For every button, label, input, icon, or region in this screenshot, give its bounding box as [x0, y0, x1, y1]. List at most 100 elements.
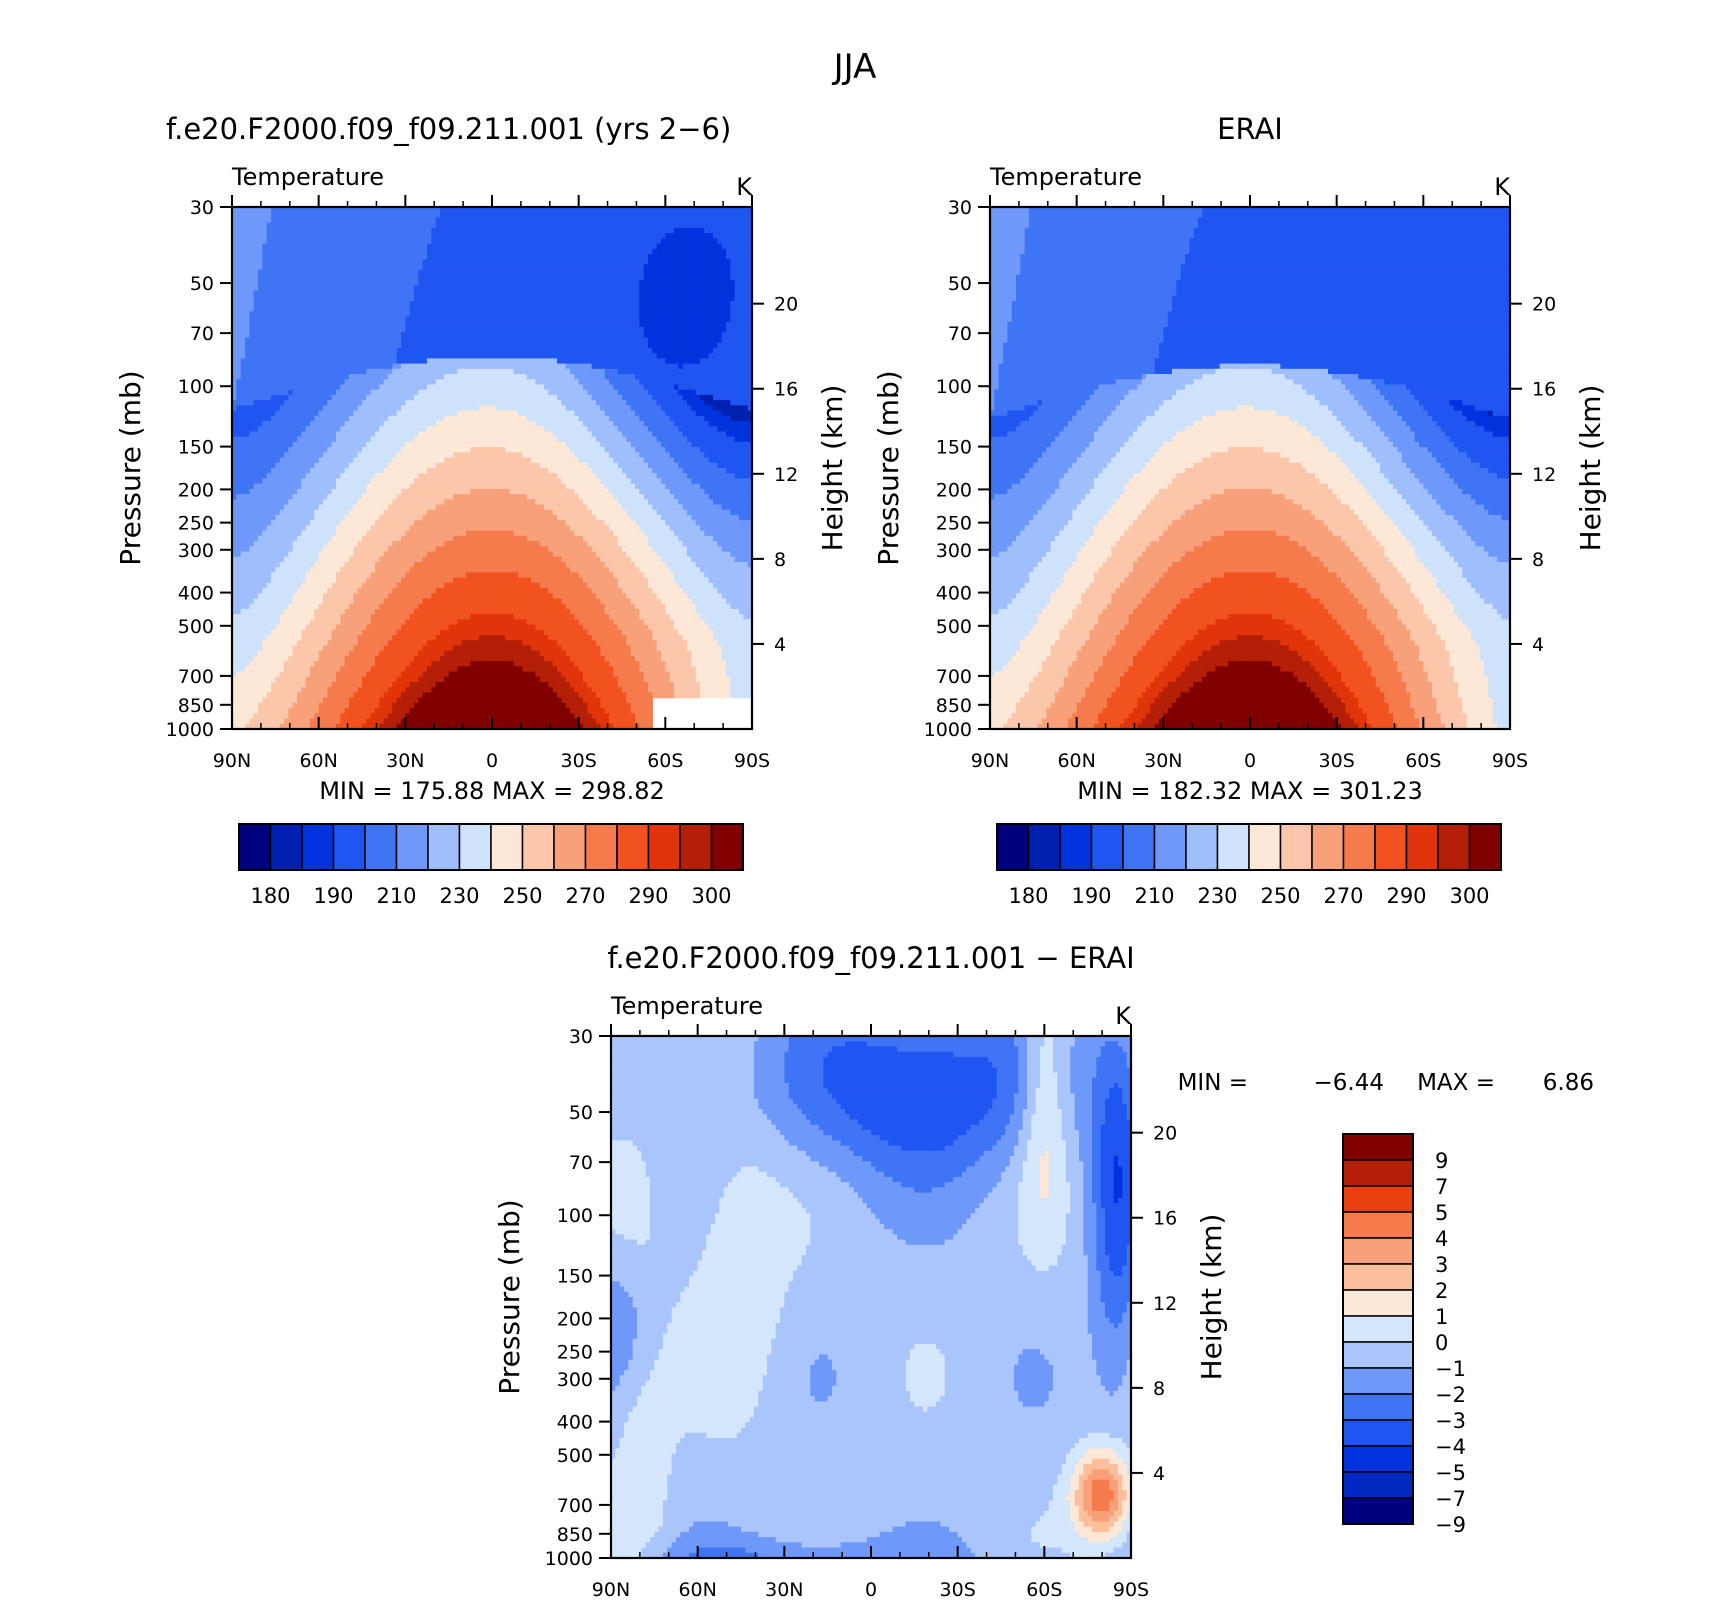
model-contour-cell — [722, 238, 727, 244]
model-contour-cell — [462, 301, 467, 307]
model-contour-cell — [353, 223, 358, 229]
model-contour-cell — [462, 306, 467, 312]
model-contour-cell — [704, 233, 709, 239]
model-contour-cell — [678, 212, 683, 218]
model-contour-cell — [496, 259, 501, 265]
model-contour-cell — [709, 296, 714, 302]
model-contour-cell — [392, 280, 397, 286]
model-contour-cell — [553, 296, 558, 302]
model-contour-cell — [540, 306, 545, 312]
model-contour-cell — [691, 270, 696, 276]
model-contour-cell — [262, 223, 267, 229]
model-contour-cell — [670, 238, 675, 244]
model-contour-cell — [444, 317, 449, 323]
model-contour-cell — [418, 317, 423, 323]
model-contour-cell — [631, 317, 636, 323]
model-contour-cell — [583, 259, 588, 265]
model-contour-cell — [622, 217, 627, 223]
model-contour-cell — [518, 270, 523, 276]
model-contour-cell — [544, 296, 549, 302]
model-contour-cell — [509, 244, 514, 250]
model-contour-cell — [531, 244, 536, 250]
model-contour-cell — [431, 275, 436, 281]
model-contour-cell — [418, 285, 423, 291]
model-contour-cell — [384, 212, 389, 218]
model-contour-cell — [722, 217, 727, 223]
model-contour-cell — [384, 275, 389, 281]
model-contour-cell — [470, 311, 475, 317]
model-contour-cell — [258, 322, 263, 328]
model-contour-cell — [275, 264, 280, 270]
model-contour-cell — [310, 306, 315, 312]
model-contour-cell — [635, 238, 640, 244]
model-contour-cell — [618, 223, 623, 229]
model-contour-cell — [730, 301, 735, 307]
model-contour-cell — [457, 270, 462, 276]
model-contour-cell — [301, 212, 306, 218]
model-contour-cell — [280, 223, 285, 229]
model-contour-cell — [267, 259, 272, 265]
model-contour-cell — [371, 249, 376, 255]
model-contour-cell — [514, 212, 519, 218]
model-contour-cell — [505, 223, 510, 229]
model-contour-cell — [470, 212, 475, 218]
model-contour-cell — [678, 285, 683, 291]
model-contour-cell — [583, 291, 588, 297]
model-contour-cell — [384, 238, 389, 244]
model-contour-cell — [713, 212, 718, 218]
model-contour-cell — [514, 217, 519, 223]
model-contour-cell — [566, 259, 571, 265]
model-contour-cell — [639, 306, 644, 312]
model-contour-cell — [730, 317, 735, 323]
model-contour-cell — [561, 254, 566, 260]
model-contour-cell — [431, 254, 436, 260]
model-contour-cell — [522, 270, 527, 276]
model-contour-cell — [566, 223, 571, 229]
model-contour-cell — [713, 275, 718, 281]
model-contour-cell — [713, 238, 718, 244]
model-contour-cell — [678, 291, 683, 297]
model-contour-cell — [310, 259, 315, 265]
model-contour-cell — [323, 233, 328, 239]
model-contour-cell — [436, 311, 441, 317]
model-contour-cell — [397, 212, 402, 218]
model-contour-cell — [696, 306, 701, 312]
model-contour-cell — [345, 291, 350, 297]
model-contour-cell — [457, 238, 462, 244]
model-contour-cell — [743, 317, 748, 323]
model-contour-cell — [423, 223, 428, 229]
model-contour-cell — [462, 280, 467, 286]
model-contour-cell — [475, 296, 480, 302]
model-contour-cell — [293, 238, 298, 244]
model-contour-cell — [574, 275, 579, 281]
model-contour-cell — [362, 291, 367, 297]
model-contour-cell — [678, 301, 683, 307]
model-contour-cell — [371, 233, 376, 239]
model-contour-cell — [540, 254, 545, 260]
model-contour-cell — [336, 291, 341, 297]
model-contour-cell — [301, 244, 306, 250]
model-contour-cell — [275, 254, 280, 260]
model-contour-cell — [522, 228, 527, 234]
model-contour-cell — [323, 270, 328, 276]
model-contour-cell — [735, 238, 740, 244]
model-contour-cell — [366, 301, 371, 307]
model-contour-cell — [306, 264, 311, 270]
model-contour-cell — [583, 228, 588, 234]
model-contour-cell — [449, 259, 454, 265]
model-contour-cell — [401, 212, 406, 218]
model-contour-cell — [613, 317, 618, 323]
model-contour-cell — [735, 249, 740, 255]
model-contour-cell — [579, 317, 584, 323]
model-contour-cell — [492, 223, 497, 229]
model-contour-cell — [319, 317, 324, 323]
model-contour-cell — [496, 223, 501, 229]
model-contour-cell — [349, 275, 354, 281]
model-contour-cell — [618, 254, 623, 260]
model-contour-cell — [691, 233, 696, 239]
model-contour-cell — [665, 301, 670, 307]
model-contour-cell — [635, 275, 640, 281]
model-contour-cell — [631, 254, 636, 260]
model-contour-cell — [579, 275, 584, 281]
model-units-label: K — [736, 173, 753, 201]
